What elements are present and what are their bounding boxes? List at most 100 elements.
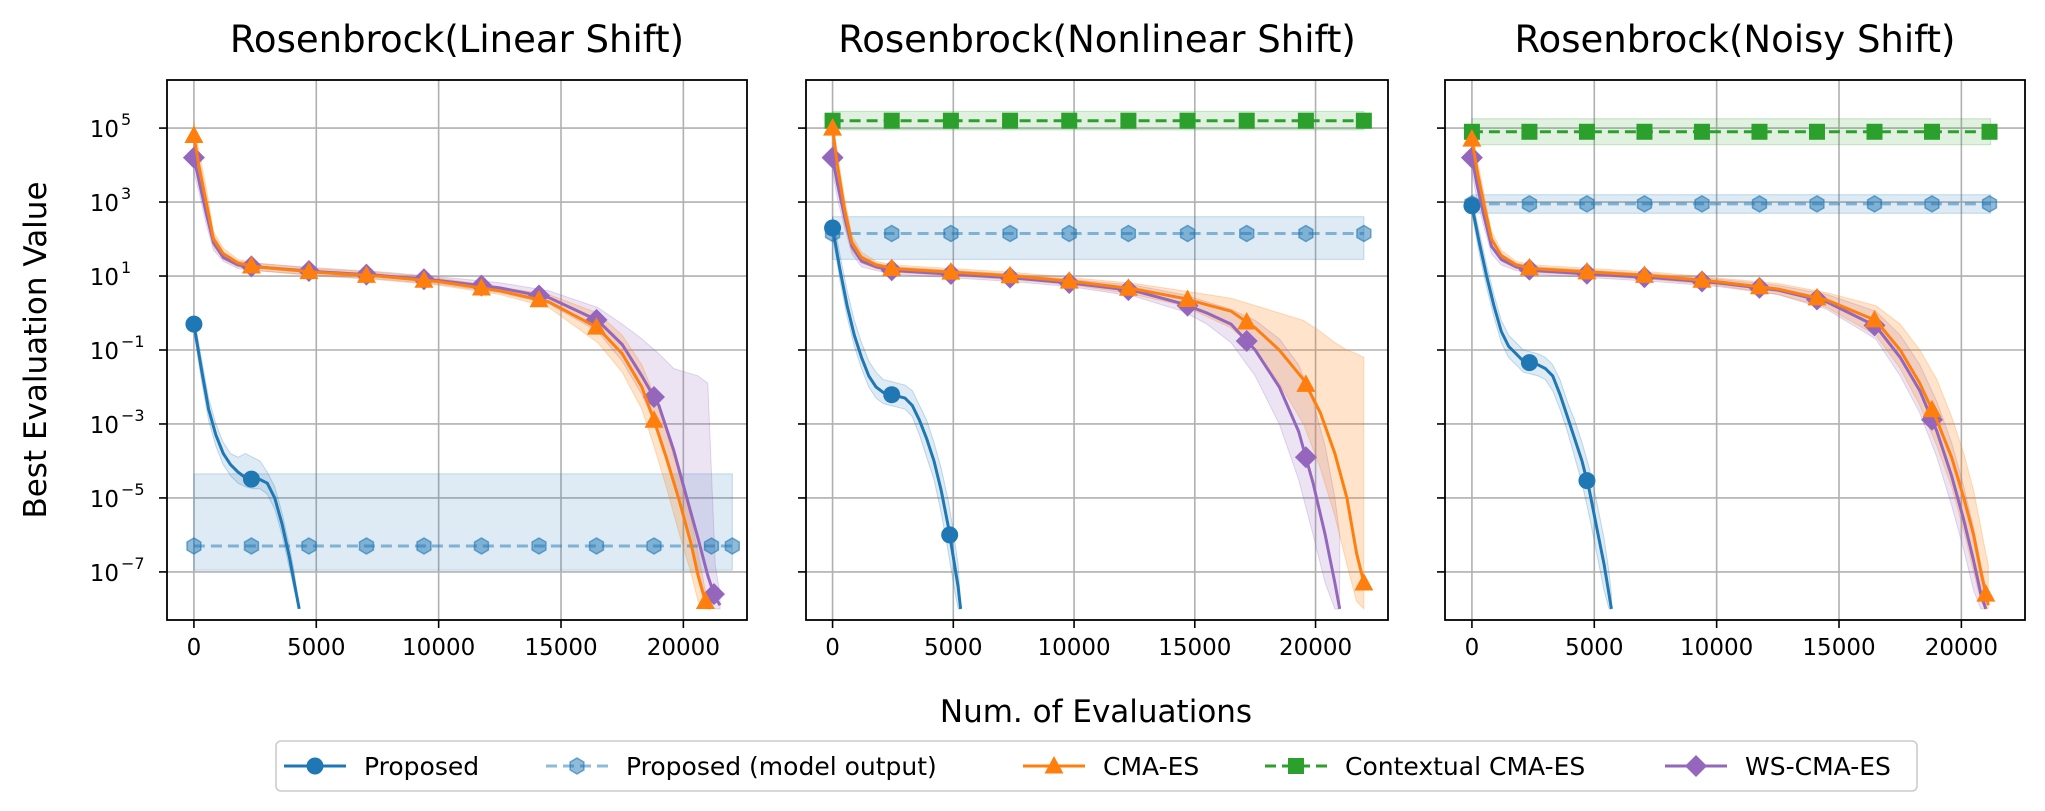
marker-point	[241, 255, 261, 274]
marker-point	[1808, 123, 1825, 140]
series-line	[831, 127, 1366, 584]
panel-title: Rosenbrock(Noisy Shift)	[1515, 18, 1956, 61]
y-tick-exponent: −5	[121, 480, 145, 499]
marker-point	[1636, 195, 1653, 213]
marker-point	[1120, 112, 1137, 129]
marker-point	[1751, 195, 1768, 213]
legend-item: Contextual CMA-ES	[1265, 752, 1585, 781]
marker-point	[1061, 224, 1077, 243]
legend-label: Proposed (model output)	[626, 752, 937, 781]
marker-point	[1239, 224, 1255, 243]
series-cma-es	[184, 125, 715, 610]
series-proposed	[185, 315, 301, 610]
legend: Proposed Proposed (model output) CMA-ES Con…	[275, 740, 1918, 792]
grid	[806, 80, 1388, 620]
marker-point	[299, 261, 319, 280]
marker-point	[1636, 123, 1653, 140]
x-axis: 0 5000 10000 15000 20000	[187, 620, 720, 661]
marker-point	[703, 537, 720, 555]
marker-point	[1866, 123, 1883, 140]
series-cma-es	[823, 118, 1374, 591]
x-tick-label: 10000	[402, 635, 475, 661]
y-tick-label: 10	[90, 265, 119, 291]
marker-point	[471, 278, 491, 296]
y-tick-exponent: 5	[121, 110, 131, 129]
series-contextual-cma-es	[1463, 123, 1998, 140]
legend-marker	[1288, 758, 1304, 774]
marker-point	[1294, 446, 1317, 469]
marker-point	[882, 258, 902, 276]
marker-point	[588, 537, 605, 555]
series-proposed	[824, 219, 963, 610]
panel-title: Rosenbrock(Nonlinear Shift)	[838, 18, 1356, 61]
marker-point	[1924, 123, 1941, 140]
panel-2: 0 5000 10000 15000 20000 Rosenbrock(Nonlinear…	[798, 18, 1389, 661]
marker-point	[1521, 195, 1538, 213]
marker-point	[1238, 112, 1255, 129]
grid	[1445, 80, 2025, 620]
marker-point	[1298, 224, 1314, 243]
series-line	[192, 135, 712, 610]
x-tick-label: 5000	[924, 635, 983, 661]
x-tick-label: 15000	[1158, 635, 1231, 661]
legend-label: Proposed	[364, 752, 479, 781]
marker-point	[1002, 112, 1019, 129]
y-tick-label: 10	[90, 191, 119, 217]
legend-label: CMA-ES	[1103, 752, 1199, 781]
series-cma-es	[1462, 129, 1996, 606]
marker-point	[1519, 257, 1539, 276]
x-axis: 0 5000 10000 15000 20000	[825, 620, 1352, 661]
band-proposed-model-output-	[832, 216, 1365, 260]
marker-point	[1235, 329, 1258, 352]
marker-point	[1694, 195, 1710, 213]
plot-area	[1460, 118, 1998, 610]
marker-point	[243, 537, 260, 555]
marker-point	[1463, 197, 1481, 215]
marker-point	[586, 317, 606, 335]
marker-point	[186, 537, 202, 555]
x-tick-label: 15000	[524, 635, 597, 661]
marker-point	[883, 386, 901, 404]
panel-3: 0 5000 10000 15000 20000 Rosenbrock(Noisy Shi…	[1437, 18, 2026, 661]
legend-label: WS-CMA-ES	[1745, 752, 1891, 781]
legend-marker	[1044, 756, 1064, 774]
marker-point	[1578, 472, 1596, 490]
marker-point	[1118, 278, 1138, 296]
x-tick-label: 20000	[1925, 635, 1998, 661]
marker-point	[1061, 112, 1078, 129]
x-tick-label: 5000	[1565, 635, 1624, 661]
y-tick-exponent: 3	[121, 184, 131, 203]
series-proposed-model-output	[186, 537, 740, 555]
legend-marker	[1685, 755, 1707, 777]
marker-point	[644, 410, 664, 428]
marker-point	[941, 262, 961, 280]
marker-point	[529, 289, 549, 308]
marker-point	[695, 591, 715, 610]
marker-point	[1237, 311, 1257, 330]
marker-point	[943, 224, 959, 243]
legend-item: Proposed (model output)	[546, 752, 937, 781]
marker-point	[821, 146, 844, 169]
marker-point	[1297, 112, 1314, 129]
marker-point	[185, 315, 203, 333]
x-tick-label: 15000	[1802, 635, 1875, 661]
y-axis	[798, 127, 806, 573]
series-line	[831, 227, 963, 610]
legend-item: CMA-ES	[1023, 752, 1199, 781]
marker-point	[1749, 276, 1769, 295]
y-tick-exponent: −1	[121, 332, 145, 351]
marker-point	[531, 537, 547, 555]
y-axis	[1437, 127, 1445, 573]
marker-point	[1179, 224, 1196, 243]
panel-title: Rosenbrock(Linear Shift)	[230, 18, 684, 61]
x-tick-label: 5000	[287, 635, 346, 661]
legend-item: WS-CMA-ES	[1665, 752, 1891, 781]
band-cma-es	[832, 116, 1365, 611]
legend-marker	[569, 757, 585, 775]
marker-point	[1579, 195, 1595, 213]
marker-point	[884, 224, 900, 243]
